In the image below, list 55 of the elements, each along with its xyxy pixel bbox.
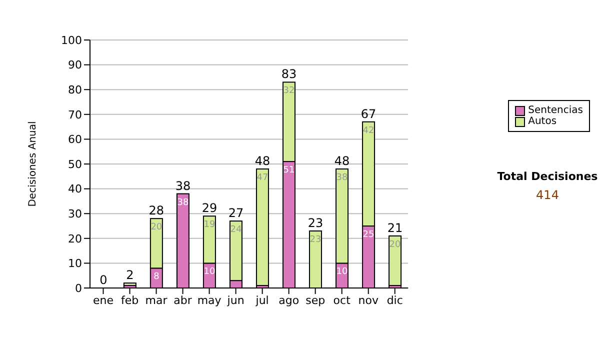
x-tick-label: dic — [386, 294, 403, 307]
y-axis-title: Decisiones Anual — [28, 121, 39, 207]
y-tick-label: 100 — [61, 34, 82, 47]
x-tick-label: ago — [278, 294, 300, 307]
data-label: 10 — [336, 267, 348, 278]
data-label: 51 — [283, 166, 295, 176]
total-label: 0 — [100, 273, 108, 287]
data-label: 20 — [389, 240, 402, 250]
x-tick-label: jul — [254, 294, 269, 307]
data-label: 32 — [283, 86, 295, 96]
legend-label: Sentencias — [528, 105, 583, 116]
data-label: 47 — [256, 172, 268, 183]
x-tick-label: abr — [174, 294, 192, 307]
y-tick-label: 40 — [68, 182, 82, 196]
total-label: 29 — [202, 201, 218, 216]
x-tick-label: ene — [92, 294, 114, 307]
total-label: 23 — [308, 216, 324, 230]
data-label: 23 — [310, 234, 322, 245]
x-tick-label: nov — [358, 294, 379, 307]
total-label: 38 — [175, 178, 191, 193]
total-label: 27 — [228, 206, 244, 220]
y-tick-label: 80 — [68, 84, 82, 97]
total-label: 48 — [334, 154, 350, 168]
text: Total Decisiones — [496, 170, 599, 183]
x-tick-label: sep — [306, 294, 326, 307]
legend-label: Autos — [528, 116, 557, 127]
y-tick-label: 60 — [68, 133, 82, 146]
data-label: 19 — [204, 220, 216, 230]
total-label: 28 — [148, 204, 164, 218]
y-tick-label: 20 — [68, 232, 82, 246]
total-label: 48 — [254, 154, 270, 168]
data-label: 10 — [204, 267, 216, 278]
text: 414 — [535, 188, 560, 202]
total-label: 2 — [126, 268, 134, 282]
y-tick-label: 0 — [75, 282, 82, 295]
y-tick-label: 10 — [68, 257, 82, 270]
data-label: 38 — [177, 198, 189, 208]
total-label: 21 — [387, 220, 403, 235]
data-label: 20 — [150, 222, 162, 233]
total-label: 83 — [281, 67, 297, 82]
total-label: 67 — [360, 106, 376, 121]
data-label: 8 — [154, 272, 160, 282]
data-label: 24 — [230, 225, 242, 236]
x-tick-label: mar — [145, 294, 168, 307]
y-tick-label: 50 — [68, 158, 82, 171]
data-label: 25 — [362, 230, 374, 240]
data-label: 38 — [336, 172, 348, 183]
data-label: 42 — [362, 126, 374, 136]
y-tick-label: 70 — [68, 108, 82, 122]
x-tick-label: may — [197, 294, 222, 307]
x-tick-label: oct — [333, 294, 352, 307]
y-tick-label: 30 — [68, 208, 82, 221]
y-tick-label: 90 — [68, 58, 82, 72]
x-tick-label: feb — [120, 294, 139, 307]
x-tick-label: jun — [226, 294, 244, 307]
